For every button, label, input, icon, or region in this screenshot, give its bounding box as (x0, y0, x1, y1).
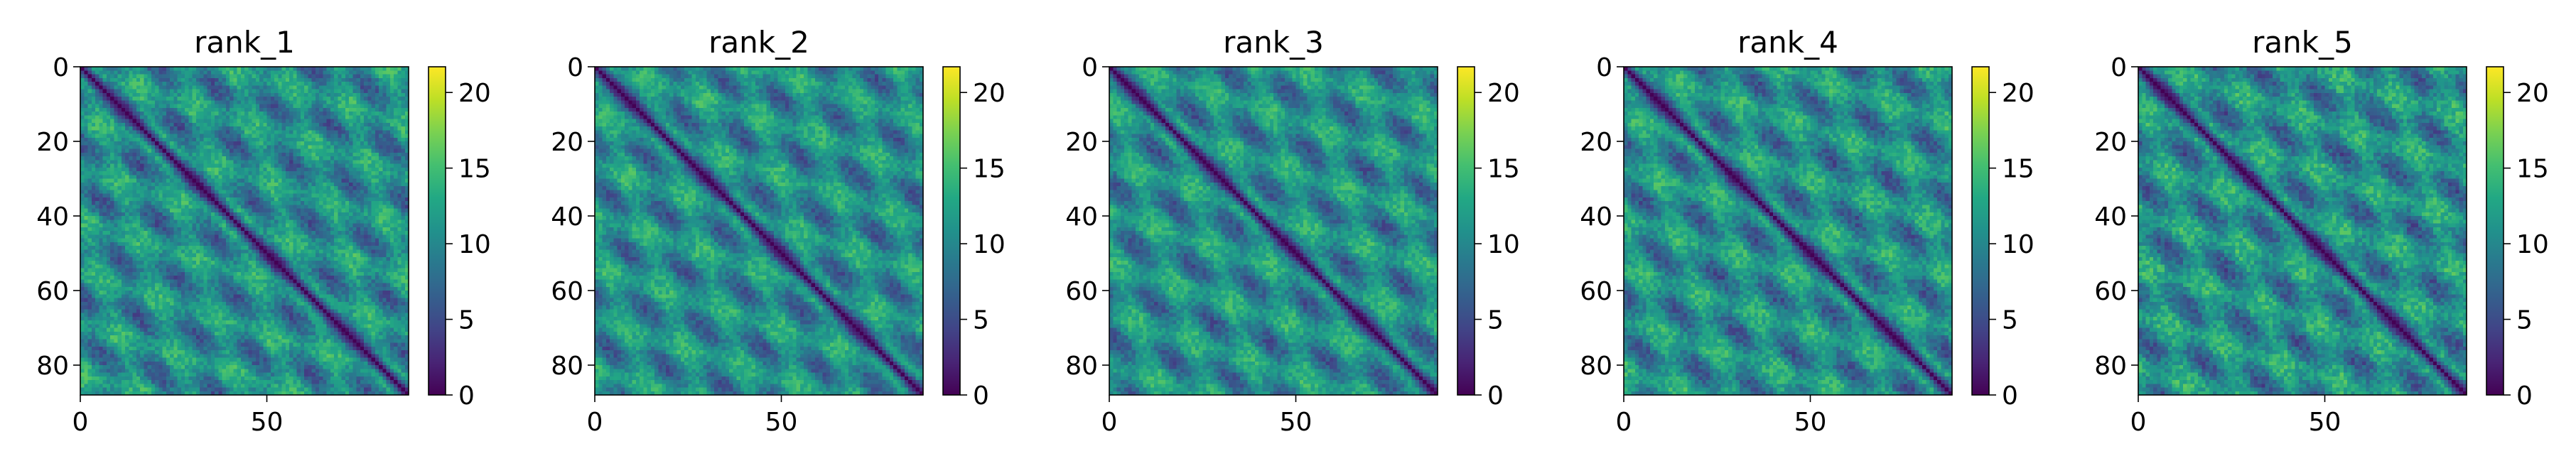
heatmap-cells (80, 67, 409, 395)
y-tick-label: 80 (1580, 352, 1612, 381)
x-tick-label: 50 (1794, 408, 1827, 437)
colorbar (1457, 66, 1475, 396)
colorbar (428, 66, 446, 396)
y-tick-label: 80 (1065, 352, 1098, 381)
heatmap-cells (1624, 67, 1952, 395)
y-tick-label: 40 (1065, 202, 1098, 232)
y-tick-label: 0 (2111, 53, 2127, 82)
y-tick-label: 80 (2094, 352, 2127, 381)
y-tick-label: 60 (36, 277, 69, 306)
colorbar-tick-label: 0 (458, 381, 475, 411)
colorbar-tick-label: 15 (2002, 155, 2035, 184)
colorbar-tick-label: 0 (2002, 381, 2018, 411)
colorbar-tick-label: 20 (458, 79, 491, 108)
y-tick-label: 20 (1580, 128, 1612, 157)
chart-title: rank_3 (1223, 25, 1324, 60)
colorbar (2486, 66, 2504, 396)
y-tick-label: 60 (1580, 277, 1612, 306)
colorbar-tick-label: 5 (1487, 306, 1504, 335)
chart-title: rank_5 (2252, 25, 2353, 60)
chart-title: rank_1 (194, 25, 295, 60)
y-tick-label: 20 (1065, 128, 1098, 157)
plot-frame (1623, 66, 1953, 396)
y-tick-label: 20 (36, 128, 69, 157)
y-tick-label: 0 (567, 53, 583, 82)
colorbar-tick-label: 15 (458, 155, 491, 184)
colorbar-tick-label: 20 (1487, 79, 1520, 108)
colorbar-tick-label: 15 (973, 155, 1006, 184)
y-tick-label: 60 (1065, 277, 1098, 306)
y-tick-label: 0 (53, 53, 69, 82)
colorbar-tick-label: 5 (458, 306, 475, 335)
colorbar-tick-label: 0 (2516, 381, 2533, 411)
colorbar-tick-label: 15 (2516, 155, 2549, 184)
y-tick-label: 80 (36, 352, 69, 381)
x-tick-label: 50 (765, 408, 798, 437)
colorbar-tick-label: 5 (2002, 306, 2018, 335)
colorbar (942, 66, 961, 396)
y-tick-label: 20 (2094, 128, 2127, 157)
x-tick-label: 50 (2309, 408, 2341, 437)
y-tick-label: 0 (1082, 53, 1098, 82)
colorbar-tick-label: 10 (2516, 230, 2549, 259)
y-tick-label: 60 (551, 277, 583, 306)
colorbar-tick-label: 0 (973, 381, 989, 411)
plot-frame (2138, 66, 2467, 396)
y-tick-label: 20 (551, 128, 583, 157)
colorbar-tick-label: 10 (973, 230, 1006, 259)
colorbar-tick-label: 10 (2002, 230, 2035, 259)
heatmap-cells (595, 67, 923, 395)
y-tick-label: 40 (2094, 202, 2127, 232)
colorbar-tick-label: 20 (2002, 79, 2035, 108)
plot-frame (80, 66, 409, 396)
x-tick-label: 50 (251, 408, 284, 437)
chart-title: rank_2 (708, 25, 809, 60)
x-tick-label: 0 (587, 408, 603, 437)
y-tick-label: 60 (2094, 277, 2127, 306)
y-tick-label: 40 (36, 202, 69, 232)
colorbar-tick-label: 5 (2516, 306, 2533, 335)
colorbar-tick-label: 10 (458, 230, 491, 259)
x-tick-label: 50 (1280, 408, 1313, 437)
plot-frame (1109, 66, 1438, 396)
plot-frame (594, 66, 924, 396)
colorbar-tick-label: 10 (1487, 230, 1520, 259)
heatmap-cells (1109, 67, 1438, 395)
x-tick-label: 0 (72, 408, 89, 437)
heatmap-cells (2138, 67, 2467, 395)
x-tick-label: 0 (1616, 408, 1632, 437)
colorbar-tick-label: 20 (973, 79, 1006, 108)
y-tick-label: 80 (551, 352, 583, 381)
x-tick-label: 0 (2130, 408, 2147, 437)
colorbar-tick-label: 15 (1487, 155, 1520, 184)
colorbar-tick-label: 5 (973, 306, 989, 335)
colorbar-tick-label: 0 (1487, 381, 1504, 411)
colorbar (1971, 66, 1990, 396)
x-tick-label: 0 (1101, 408, 1118, 437)
colorbar-tick-label: 20 (2516, 79, 2549, 108)
y-tick-label: 40 (551, 202, 583, 232)
chart-title: rank_4 (1737, 25, 1838, 60)
y-tick-label: 0 (1596, 53, 1612, 82)
y-tick-label: 40 (1580, 202, 1612, 232)
